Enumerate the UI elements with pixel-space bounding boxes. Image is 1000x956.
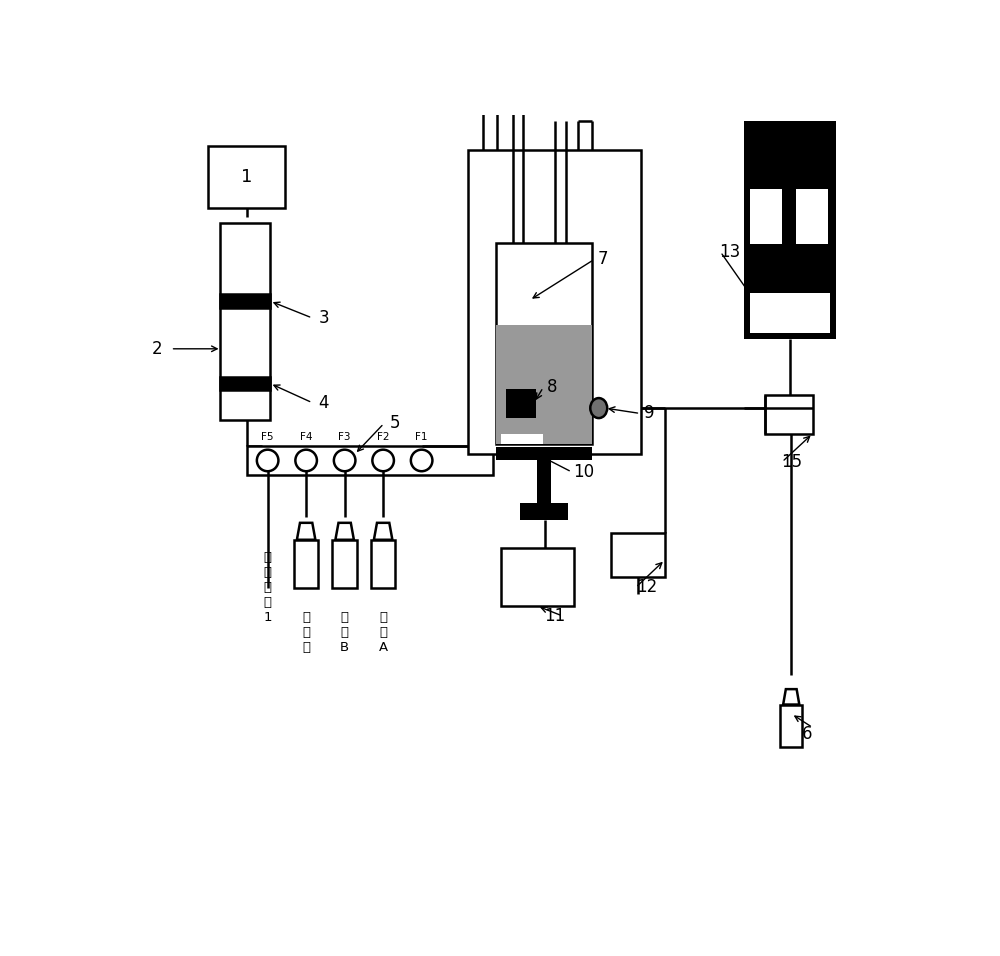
- Text: F1: F1: [415, 432, 428, 442]
- Text: 1: 1: [241, 168, 253, 186]
- Text: F2: F2: [377, 432, 389, 442]
- Circle shape: [257, 449, 278, 471]
- Bar: [294, 540, 318, 588]
- Bar: [501, 433, 543, 445]
- Bar: [496, 325, 592, 445]
- Text: 13: 13: [719, 243, 740, 261]
- Polygon shape: [374, 523, 392, 540]
- Text: 8: 8: [547, 379, 558, 397]
- Bar: [744, 163, 836, 338]
- Bar: [780, 705, 802, 747]
- Bar: [468, 150, 641, 454]
- Bar: [796, 188, 828, 244]
- Circle shape: [334, 449, 355, 471]
- Bar: [750, 293, 830, 333]
- Text: 10: 10: [573, 463, 594, 481]
- Text: 3: 3: [319, 309, 329, 327]
- Text: 试
剂
A: 试 剂 A: [379, 611, 388, 654]
- Bar: [520, 503, 568, 520]
- Text: 2: 2: [151, 339, 162, 358]
- Bar: [332, 540, 357, 588]
- Text: 试
剂
B: 试 剂 B: [340, 611, 349, 654]
- Text: 12: 12: [637, 578, 658, 597]
- Text: 取
样
通
道
1: 取 样 通 道 1: [263, 551, 272, 623]
- Text: F4: F4: [300, 432, 312, 442]
- Circle shape: [372, 449, 394, 471]
- Text: F5: F5: [261, 432, 274, 442]
- Bar: [247, 445, 493, 475]
- Text: 15: 15: [781, 453, 802, 471]
- Circle shape: [411, 449, 432, 471]
- Bar: [765, 395, 813, 433]
- Circle shape: [295, 449, 317, 471]
- Bar: [220, 377, 270, 390]
- Bar: [537, 458, 551, 505]
- Polygon shape: [783, 689, 799, 705]
- Bar: [371, 540, 395, 588]
- Bar: [611, 532, 665, 577]
- Bar: [501, 548, 574, 606]
- Bar: [496, 447, 592, 460]
- Text: 7: 7: [598, 250, 609, 269]
- Bar: [506, 389, 536, 418]
- Bar: [208, 146, 285, 207]
- Text: 6: 6: [801, 725, 812, 743]
- Polygon shape: [335, 523, 354, 540]
- Text: 5: 5: [390, 415, 401, 432]
- Text: 11: 11: [544, 607, 565, 625]
- Polygon shape: [297, 523, 315, 540]
- Bar: [220, 224, 270, 420]
- Text: F3: F3: [338, 432, 351, 442]
- Text: 9: 9: [644, 404, 655, 423]
- Bar: [744, 120, 836, 163]
- Bar: [220, 294, 270, 308]
- Bar: [750, 188, 782, 244]
- Bar: [496, 243, 592, 445]
- Ellipse shape: [590, 398, 607, 418]
- Text: 纯
净
水: 纯 净 水: [302, 611, 310, 654]
- Text: 4: 4: [319, 394, 329, 412]
